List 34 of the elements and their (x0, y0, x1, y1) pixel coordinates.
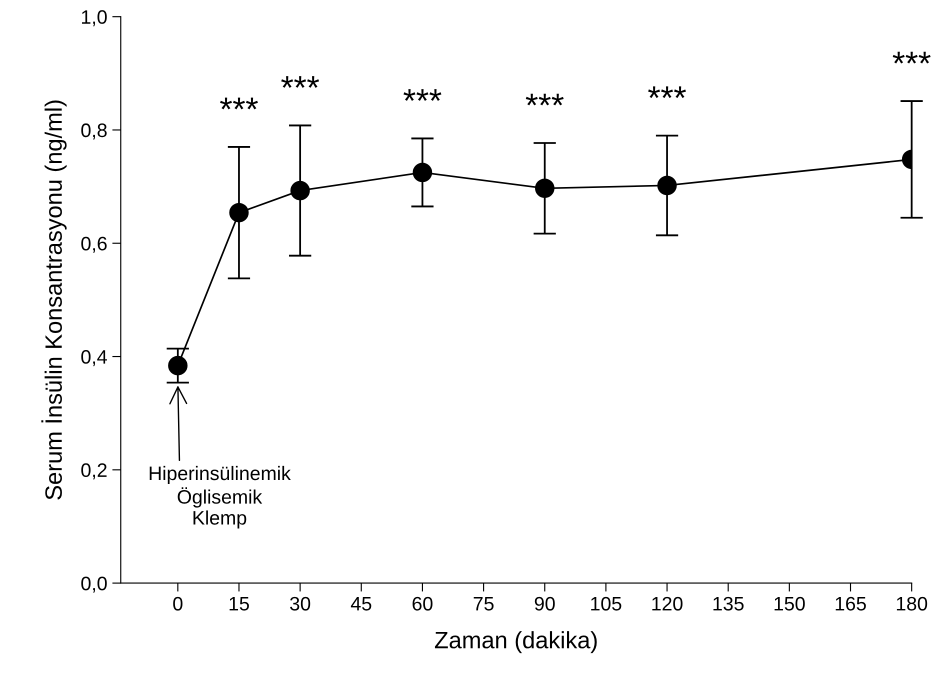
y-tick-label: 1,0 (82, 10, 107, 26)
x-tick-label: 135 (713, 596, 744, 611)
annotation: Hiperinsülinemik Öglisemik Klemp (150, 466, 291, 529)
x-tick-label: 0 (173, 596, 182, 611)
x-tick-label: 15 (230, 597, 249, 611)
annotation: *** (892, 52, 931, 64)
y-axis-title: Serum İnsülin Konsantrasyonu (ng/ml) (41, 100, 67, 500)
x-tick-label: 75 (474, 597, 494, 611)
point (229, 202, 249, 222)
point (535, 178, 554, 198)
x-tick-label: 90 (534, 596, 555, 611)
annotation: *** (220, 98, 258, 110)
x-tick-label: 150 (774, 596, 805, 611)
x-tick-label: 105 (591, 596, 622, 611)
x-axis-title: Zaman (dakika) (434, 631, 597, 654)
x-tick-label: 120 (652, 596, 683, 611)
y-tick-label: 0,4 (81, 350, 107, 366)
annotation: *** (526, 94, 564, 106)
annotation: *** (281, 76, 320, 88)
point (412, 162, 432, 182)
y-tick-label: 0,6 (81, 236, 107, 253)
point (657, 176, 677, 196)
y-tick-label: 0,0 (81, 576, 107, 593)
annotation: *** (404, 89, 442, 101)
x-tick-label: 30 (290, 596, 310, 611)
point (168, 356, 188, 376)
annotation: *** (648, 86, 686, 98)
y-tick-label: 0,8 (81, 123, 107, 140)
x-tick-label: 60 (412, 596, 432, 611)
x-tick-label: 180 (896, 596, 928, 611)
x-tick-label: 165 (836, 596, 866, 611)
x-tick-label: 45 (350, 597, 372, 611)
point (290, 180, 310, 200)
y-tick-label: 0,2 (81, 463, 107, 480)
